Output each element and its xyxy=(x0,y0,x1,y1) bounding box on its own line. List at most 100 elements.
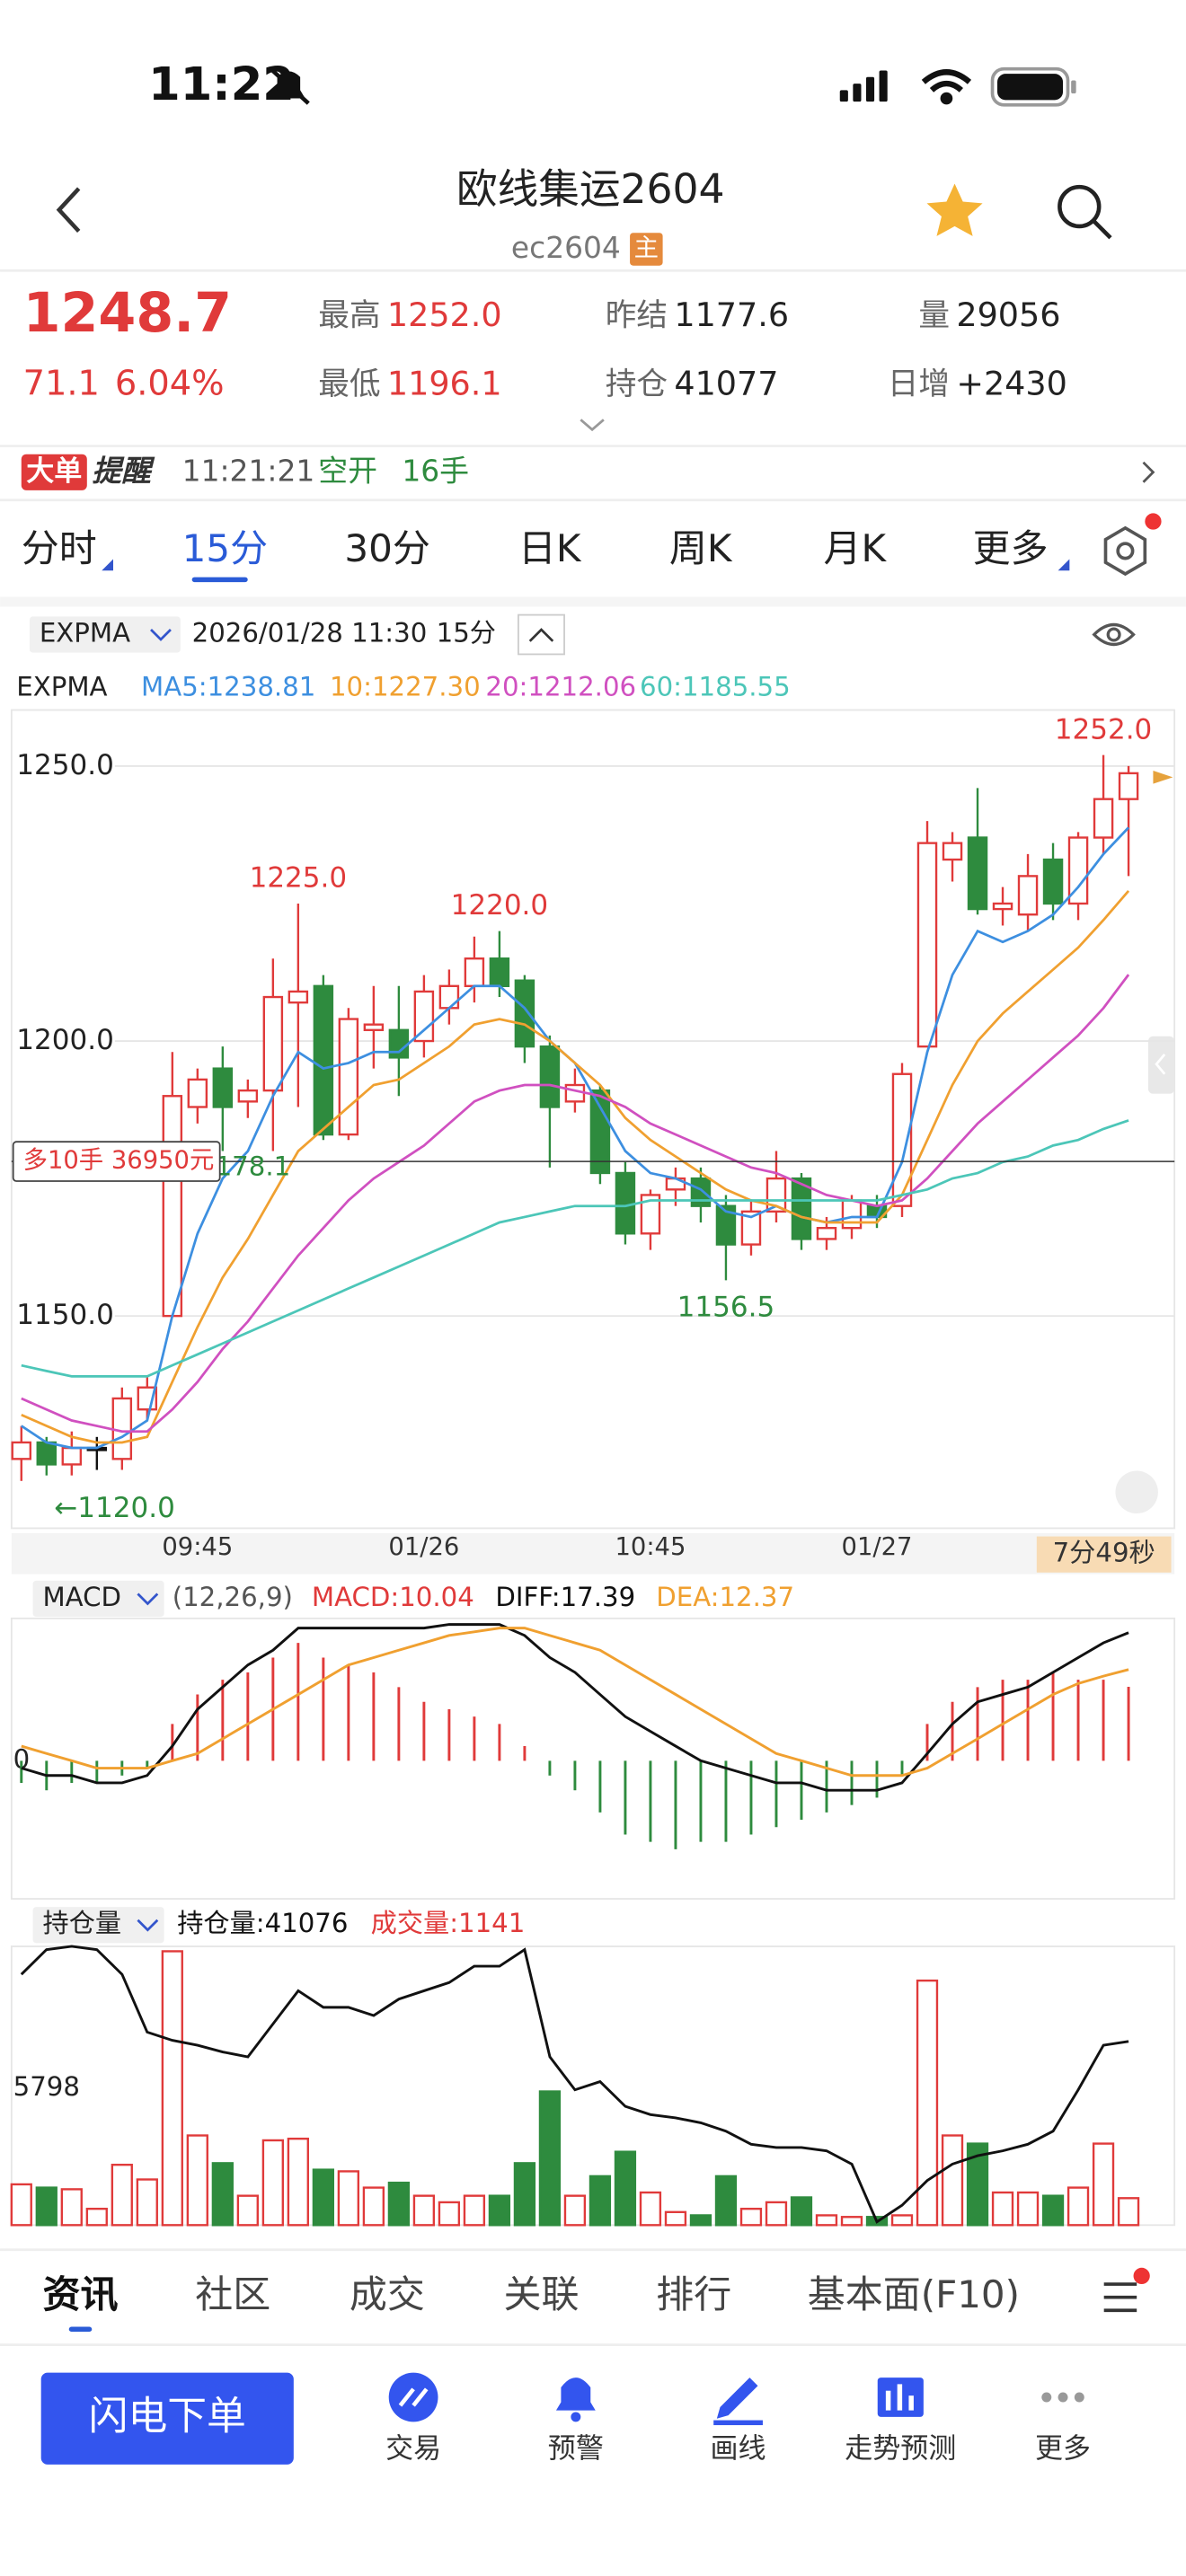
period-tab[interactable]: 分时 xyxy=(22,526,97,570)
legend-select-bg[interactable] xyxy=(32,1580,164,1618)
volume-bar xyxy=(85,2207,108,2227)
candle-body xyxy=(816,1226,837,1240)
alert-more[interactable] xyxy=(1142,461,1155,483)
quick-order-label[interactable]: 闪电下单 xyxy=(89,2394,246,2439)
alert-qty: 16手 xyxy=(402,453,469,488)
search-button[interactable] xyxy=(1058,184,1112,240)
bottom-tab[interactable]: 成交 xyxy=(350,2272,425,2316)
settings-button[interactable] xyxy=(1103,513,1162,577)
period-tab[interactable]: 日K xyxy=(518,526,582,570)
candle-body xyxy=(766,1177,787,1213)
volume-bar xyxy=(161,1950,183,2227)
volume-bar xyxy=(186,2134,208,2227)
legend-entry: DIFF:17.39 xyxy=(495,1582,635,1612)
legend-title[interactable]: 持仓量 xyxy=(43,1908,122,1938)
candle-body xyxy=(1118,772,1139,800)
field-value: 29056 xyxy=(956,296,1060,334)
y-tick-label: 1150.0 xyxy=(16,1299,114,1331)
action-label[interactable]: 走势预测 xyxy=(845,2432,956,2465)
bottom-tab[interactable]: 资讯 xyxy=(43,2272,119,2316)
alert-title: 提醒 xyxy=(92,453,155,488)
candle-body xyxy=(187,1078,208,1108)
menu-button[interactable] xyxy=(1103,2267,1150,2313)
y-tick-label: 0 xyxy=(13,1743,31,1774)
candle-body xyxy=(791,1177,812,1240)
field-label: 量 xyxy=(918,297,950,333)
volume-bar xyxy=(1117,2197,1140,2227)
candle-body xyxy=(388,1028,410,1059)
collapse-button[interactable] xyxy=(518,613,565,656)
indicator-params: (12,26,9) xyxy=(173,1582,293,1612)
volume-bar xyxy=(35,2186,58,2227)
candle-body xyxy=(1093,798,1114,839)
period-tab[interactable]: 周K xyxy=(669,526,733,570)
alert-tag-bg xyxy=(21,454,87,490)
tab-underline xyxy=(191,577,248,583)
candle-body xyxy=(1067,836,1089,905)
back-button[interactable] xyxy=(56,187,81,233)
price-annotation: 1220.0 xyxy=(451,889,549,922)
indicator-select-bg[interactable] xyxy=(29,616,181,653)
candle-body xyxy=(237,1089,259,1103)
legend-entry: 持仓量:41076 xyxy=(177,1908,348,1938)
draw-icon xyxy=(713,2378,763,2426)
legend-title[interactable]: MACD xyxy=(43,1582,121,1612)
period-tab[interactable]: 30分 xyxy=(344,526,429,570)
macd-panel xyxy=(10,1617,1176,1900)
candle-body xyxy=(489,957,510,987)
more-icon xyxy=(1041,2392,1084,2403)
candle-body xyxy=(841,1199,863,1230)
period-tab[interactable]: 月K xyxy=(823,526,887,570)
candle-body xyxy=(589,1089,611,1175)
alert-tag: 大单 xyxy=(26,455,82,488)
bottom-tab[interactable]: 社区 xyxy=(195,2272,270,2316)
field-label: 持仓 xyxy=(606,366,668,402)
candle-body xyxy=(891,1072,913,1207)
divider xyxy=(0,596,1186,607)
bottom-tab[interactable]: 基本面(F10) xyxy=(808,2272,1020,2316)
bottom-tab[interactable]: 排行 xyxy=(656,2272,731,2316)
volume-bar xyxy=(438,2201,461,2227)
candle-body xyxy=(514,979,535,1048)
price-change-pct: 6.04% xyxy=(115,364,225,404)
volume-bar xyxy=(337,2170,360,2227)
action-label[interactable]: 交易 xyxy=(385,2432,441,2465)
ema-line xyxy=(21,1119,1129,1378)
legend-entry: 60:1185.55 xyxy=(640,672,791,702)
candle-body xyxy=(262,995,284,1092)
x-tick-label: 09:45 xyxy=(162,1533,233,1561)
last-price: 1248.7 xyxy=(23,282,232,345)
action-label[interactable]: 画线 xyxy=(711,2432,766,2465)
volume-bar xyxy=(991,2191,1014,2227)
volume-bar xyxy=(815,2214,838,2227)
volume-bar xyxy=(463,2194,486,2227)
legend-select-bg[interactable] xyxy=(32,1907,164,1944)
candle-body xyxy=(162,1095,183,1318)
volume-bar xyxy=(136,2178,158,2227)
zoom-button[interactable] xyxy=(1115,1470,1158,1514)
period-tab[interactable]: 更多 xyxy=(973,526,1049,570)
time-axis-band xyxy=(11,1532,1175,1575)
volume-bar xyxy=(639,2191,662,2227)
field-label: 最低 xyxy=(318,366,380,402)
expand-button[interactable] xyxy=(580,419,605,432)
price-annotation: 1252.0 xyxy=(1055,713,1153,745)
price-annotation: ←1120.0 xyxy=(54,1492,175,1524)
volume-bar xyxy=(488,2194,511,2227)
favorite-button[interactable] xyxy=(926,183,983,236)
action-label[interactable]: 更多 xyxy=(1035,2432,1091,2465)
indicator-select[interactable]: EXPMA xyxy=(40,618,130,648)
volume-bar xyxy=(387,2181,411,2227)
price-change: 71.1 xyxy=(23,364,100,404)
visibility-button[interactable] xyxy=(1092,622,1136,647)
quick-order-button[interactable] xyxy=(40,2372,294,2465)
bottom-tab[interactable]: 关联 xyxy=(504,2272,580,2316)
field-value: 1196.1 xyxy=(387,365,502,403)
candle-body xyxy=(212,1067,234,1108)
period-tab[interactable]: 15分 xyxy=(182,526,268,570)
action-label[interactable]: 预警 xyxy=(548,2432,604,2465)
side-drawer[interactable] xyxy=(1147,1036,1175,1094)
ema-line xyxy=(21,974,1130,1434)
